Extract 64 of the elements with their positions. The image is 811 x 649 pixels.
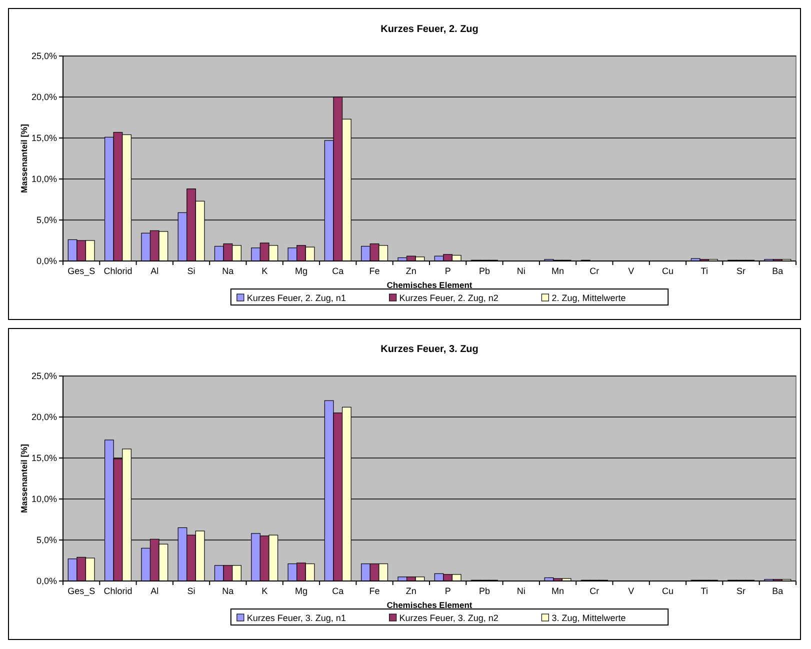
x-tick-label: Na [222,266,234,276]
y-tick-label: 10,0% [31,494,57,504]
legend-label: Kurzes Feuer, 2. Zug, n1 [246,293,346,303]
x-tick-label: Pb [478,266,490,276]
x-tick-label: Al [150,586,159,596]
x-tick-label: Ni [516,266,526,276]
x-tick-label: Ca [332,586,344,596]
y-tick-label: 10,0% [31,174,57,184]
y-tick-label: 5,0% [36,215,57,226]
y-axis-title: Massenanteil [%] [19,444,29,513]
x-tick-label: Ba [772,266,784,276]
y-tick-label: 25,0% [31,51,57,62]
x-tick-label: Sr [736,586,746,596]
x-tick-label: Al [150,266,159,276]
x-tick-label: Ges_S [68,586,96,596]
legend-label: 2. Zug, Mittelwerte [552,293,626,303]
x-tick-label: Mg [294,586,308,596]
x-tick-label: Zn [406,586,416,596]
x-tick-label: Ti [700,266,708,276]
x-tick-label: Fe [369,266,380,276]
x-tick-label: Chlorid [104,586,132,596]
x-tick-label: Si [187,266,196,276]
x-tick-label: Ti [700,586,708,596]
x-tick-label: Fe [369,586,380,596]
x-tick-label: Ni [516,586,526,596]
y-tick-label: 0,0% [36,576,57,586]
x-tick-label: Mn [552,586,564,596]
x-tick-label: V [628,266,634,276]
x-tick-label: Mn [552,266,564,276]
legend-label: Kurzes Feuer, 3. Zug, n1 [246,613,346,623]
x-tick-label: Sr [736,266,746,276]
x-tick-label: Ges_S [68,266,96,276]
y-tick-label: 5,0% [36,535,57,546]
y-tick-label: 20,0% [31,412,57,422]
x-tick-label: Zn [406,266,416,276]
x-tick-label: Chlorid [104,266,132,276]
x-tick-label: K [262,586,268,596]
x-tick-label: P [444,266,451,276]
x-tick-label: Cr [590,266,600,276]
y-axis-title: Massenanteil [%] [19,124,29,193]
x-axis-title: Chemisches Element [386,280,472,290]
y-tick-label: 0,0% [36,256,57,266]
x-tick-label: Ca [332,266,344,276]
y-tick-label: 25,0% [31,371,57,382]
x-tick-label: Cr [590,586,600,596]
x-tick-label: K [262,266,268,276]
legend-label: Kurzes Feuer, 2. Zug, n2 [399,293,498,303]
y-tick-label: 15,0% [31,453,57,464]
x-tick-label: Cu [662,266,674,276]
x-tick-label: Na [222,586,234,596]
legend-label: 3. Zug, Mittelwerte [552,613,626,623]
x-tick-label: Ba [772,586,784,596]
x-tick-label: P [444,586,451,596]
y-tick-label: 20,0% [31,92,57,102]
x-tick-label: Mg [294,266,308,276]
x-tick-label: Si [187,586,196,596]
x-tick-label: Cu [662,586,674,596]
x-tick-label: V [628,586,634,596]
x-axis-title: Chemisches Element [386,600,472,610]
legend-label: Kurzes Feuer, 3. Zug, n2 [399,613,498,623]
x-tick-label: Pb [478,586,490,596]
y-tick-label: 15,0% [31,133,57,144]
chart-title: Kurzes Feuer, 2. Zug [380,24,478,35]
chart-title: Kurzes Feuer, 3. Zug [380,344,478,355]
